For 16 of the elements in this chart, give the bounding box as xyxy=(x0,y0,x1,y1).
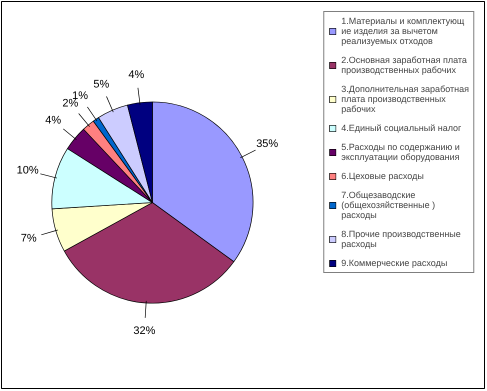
legend-label: 1.Материалы и комплектующ ие изделия за вычетом реализуемых отходов xyxy=(341,16,464,46)
data-label: 4% xyxy=(128,68,144,81)
legend-label: 5.Расходы по содержанию и эксплуатации оборудования xyxy=(341,142,460,162)
legend-label: 2.Основная заработная плата производственных рабочих xyxy=(341,55,467,75)
data-label: 10% xyxy=(16,164,39,177)
legend-label: 6.Цеховые расходы xyxy=(341,171,424,181)
data-label: 5% xyxy=(93,78,110,90)
legend-label: 3.Дополнительная заработная плата производственных рабочих xyxy=(341,84,469,114)
data-label: 32% xyxy=(133,324,156,337)
legend-label: 9.Коммерческие расходы xyxy=(341,258,448,268)
data-label: 35% xyxy=(256,138,278,150)
legend-label: 7.Общезаводские (общехозяйственные ) расходы xyxy=(341,190,436,220)
data-label: 7% xyxy=(20,232,37,244)
legend-label: 4.Единый социальный налог xyxy=(341,123,462,133)
data-label: 4% xyxy=(45,114,62,127)
legend-label: 8.Прочие производственные расходы xyxy=(341,229,461,249)
